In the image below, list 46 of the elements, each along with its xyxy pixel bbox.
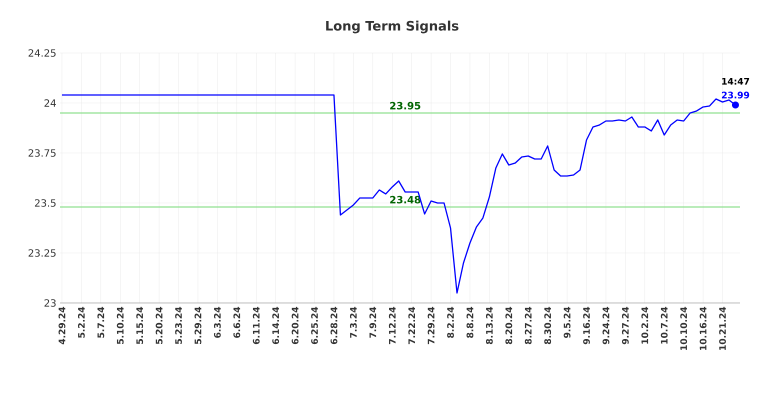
ref-line-label: 23.48 (390, 196, 420, 204)
y-tick-label: 24.25 (28, 49, 56, 57)
y-tick-label: 23 (44, 299, 56, 307)
x-tick-label: 8.8.24 (466, 306, 474, 338)
y-tick-label: 24 (44, 99, 56, 107)
x-tick-label: 9.27.24 (622, 306, 629, 344)
x-tick-label: 5.2.24 (78, 306, 85, 338)
x-tick-label: 8.30.24 (544, 306, 552, 344)
x-tick-label: 10.7.24 (660, 306, 668, 344)
x-tick-label: 6.20.24 (292, 306, 298, 344)
x-tick-label: 9.5.24 (564, 306, 570, 338)
x-tick-label: 5.20.24 (156, 306, 162, 344)
annotation: 14:47 (722, 78, 750, 85)
x-tick-label: 6.11.24 (252, 306, 260, 344)
x-tick-label: 7.3.24 (350, 306, 357, 338)
x-tick-label: 5.29.24 (194, 306, 202, 344)
x-tick-label: 6.28.24 (330, 306, 338, 344)
x-tick-label: 8.27.24 (524, 306, 532, 344)
x-tick-label: 5.23.24 (175, 306, 182, 344)
x-tick-label: 10.16.24 (700, 306, 706, 350)
y-tick-label: 23.5 (34, 199, 56, 207)
x-tick-label: 10.10.24 (680, 306, 688, 350)
x-tick-label: 8.2.24 (447, 306, 454, 338)
x-tick-label: 8.20.24 (505, 306, 512, 344)
x-tick-label: 9.16.24 (583, 306, 590, 344)
y-tick-label: 23.75 (28, 149, 56, 157)
annotation: 23.99 (722, 92, 750, 98)
x-tick-label: 7.12.24 (388, 306, 396, 344)
x-tick-label: 10.21.24 (719, 306, 726, 350)
x-tick-label: 5.10.24 (116, 306, 124, 344)
x-tick-label: 6.14.24 (272, 306, 280, 344)
x-tick-label: 9.24.24 (602, 306, 610, 344)
x-tick-label: 7.9.24 (369, 306, 376, 338)
x-tick-label: 5.7.24 (97, 306, 104, 338)
x-tick-label: 4.29.24 (58, 306, 66, 344)
x-tick-label: 7.22.24 (408, 306, 415, 344)
ref-line-label: 23.95 (390, 102, 420, 110)
x-tick-label: 6.25.24 (311, 306, 318, 344)
x-tick-label: 7.29.24 (428, 306, 434, 344)
x-tick-label: 5.15.24 (136, 306, 144, 344)
chart-title: Long Term Signals (326, 20, 458, 34)
x-tick-label: 6.6.24 (233, 306, 240, 338)
y-tick-label: 23.25 (28, 249, 56, 257)
x-tick-label: 8.13.24 (486, 306, 493, 344)
x-tick-label: 10.2.24 (641, 306, 648, 344)
x-tick-label: 6.3.24 (214, 306, 221, 338)
